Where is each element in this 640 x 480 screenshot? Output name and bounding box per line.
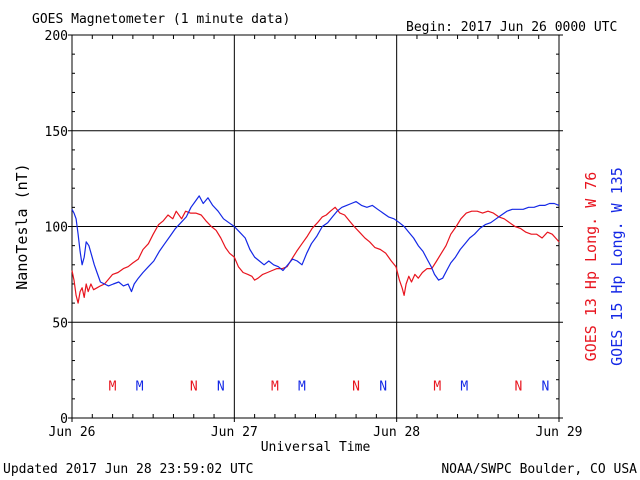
annotation-n-10: N: [515, 379, 523, 394]
annotation-n-6: N: [352, 379, 360, 394]
y-tick-label-0: 0: [60, 412, 68, 427]
series-line-goes15: [71, 195, 560, 293]
y-tick-label-100: 100: [45, 221, 68, 236]
annotation-n-7: N: [379, 379, 387, 394]
annotation-n-11: N: [542, 379, 550, 394]
annotation-m-9: M: [460, 379, 468, 394]
annotation-m-8: M: [433, 379, 441, 394]
annotation-m-4: M: [271, 379, 279, 394]
y-tick-label-50: 50: [52, 316, 68, 331]
annotation-m-1: M: [136, 379, 144, 394]
begin-label: Begin: 2017 Jun 26 0000 UTC: [406, 20, 617, 35]
x-tick-label-0: Jun 26: [49, 425, 96, 440]
x-tick-label-24: Jun 27: [211, 425, 258, 440]
annotation-n-3: N: [217, 379, 225, 394]
annotation-m-5: M: [298, 379, 306, 394]
legend-entry-goes13: GOES 13 Hp Long. W 76: [582, 172, 600, 362]
y-tick-label-200: 200: [45, 29, 68, 44]
annotation-n-2: N: [190, 379, 198, 394]
x-tick-label-48: Jun 28: [373, 425, 420, 440]
y-tick-label-150: 150: [45, 125, 68, 140]
annotation-m-0: M: [109, 379, 117, 394]
y-axis-label: NanoTesla (nT): [13, 163, 31, 289]
updated-label: Updated 2017 Jun 28 23:59:02 UTC: [3, 462, 253, 477]
series-line-goes13: [71, 206, 560, 304]
legend-entry-goes15: GOES 15 Hp Long. W 135: [608, 167, 626, 366]
x-axis-label: Universal Time: [261, 440, 371, 455]
chart-title: GOES Magnetometer (1 minute data): [32, 12, 290, 27]
credit-label: NOAA/SWPC Boulder, CO USA: [441, 462, 637, 477]
x-tick-label-72: Jun 29: [536, 425, 583, 440]
